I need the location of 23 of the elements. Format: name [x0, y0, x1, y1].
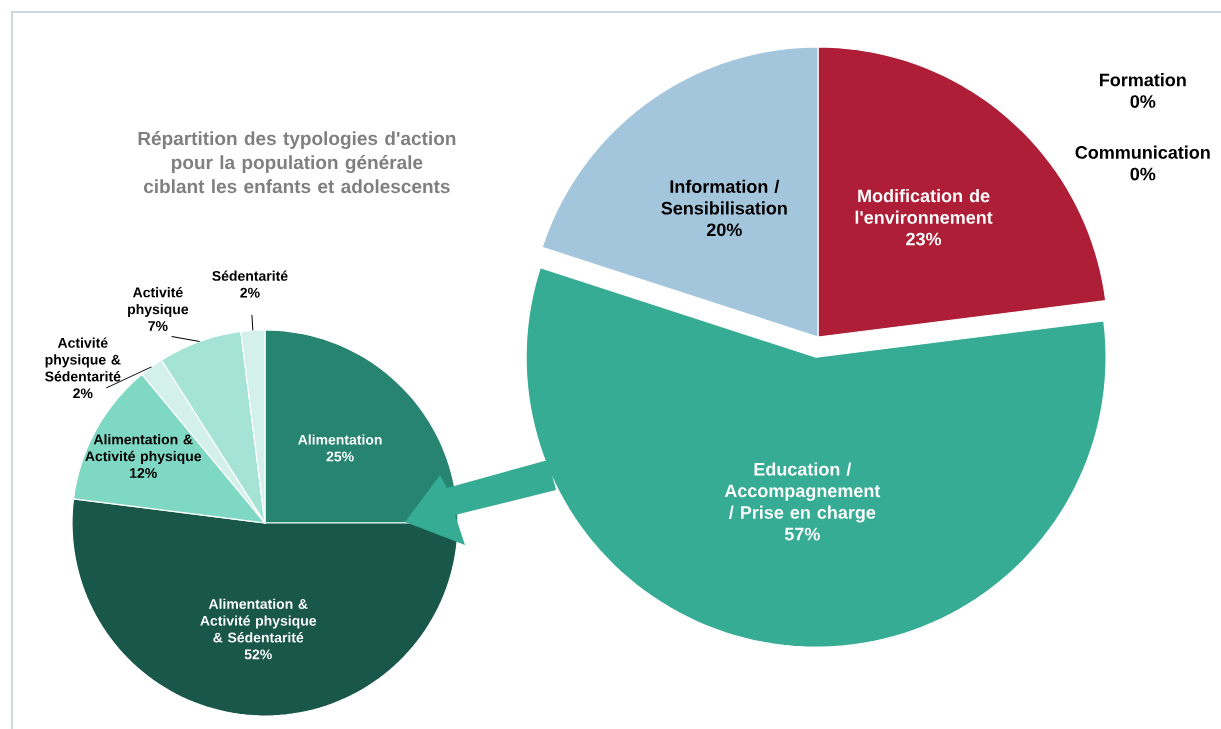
data-label: 25%	[326, 451, 354, 462]
data-label: 52%	[244, 649, 272, 660]
slice-label: Modification de l'environnement	[855, 189, 993, 224]
slice-label: Alimentation & Activité physique	[85, 434, 202, 464]
data-label: 57%	[784, 527, 820, 541]
slice-label: Activité physique	[128, 286, 189, 317]
text: 0%	[1130, 95, 1156, 108]
category-label: Communication	[1075, 145, 1210, 159]
data-label: 20%	[706, 223, 742, 237]
slice-label: Information / Sensibilisation	[661, 179, 787, 215]
text: Répartition des typologies d'action pour la population générale ciblant les enfants et adolescents	[138, 131, 456, 194]
slice-label: Activité physique & Sédentarité	[45, 337, 121, 382]
slice-label: Alimentation & Activité physique & Sédentarité	[200, 598, 317, 643]
slice-label: Sédentarité	[212, 270, 288, 281]
data-label: 12%	[130, 468, 157, 478]
data-label: 23%	[906, 232, 942, 246]
slice-label: Education / Accompagnement / Prise en charge	[724, 462, 881, 523]
slice-label: Alimentation	[298, 434, 382, 445]
category-label: Formation	[1100, 73, 1186, 87]
text: 0%	[1130, 167, 1156, 181]
data-label: 2%	[240, 287, 260, 298]
data-label: 7%	[148, 321, 168, 331]
data-label: 2%	[73, 388, 93, 399]
